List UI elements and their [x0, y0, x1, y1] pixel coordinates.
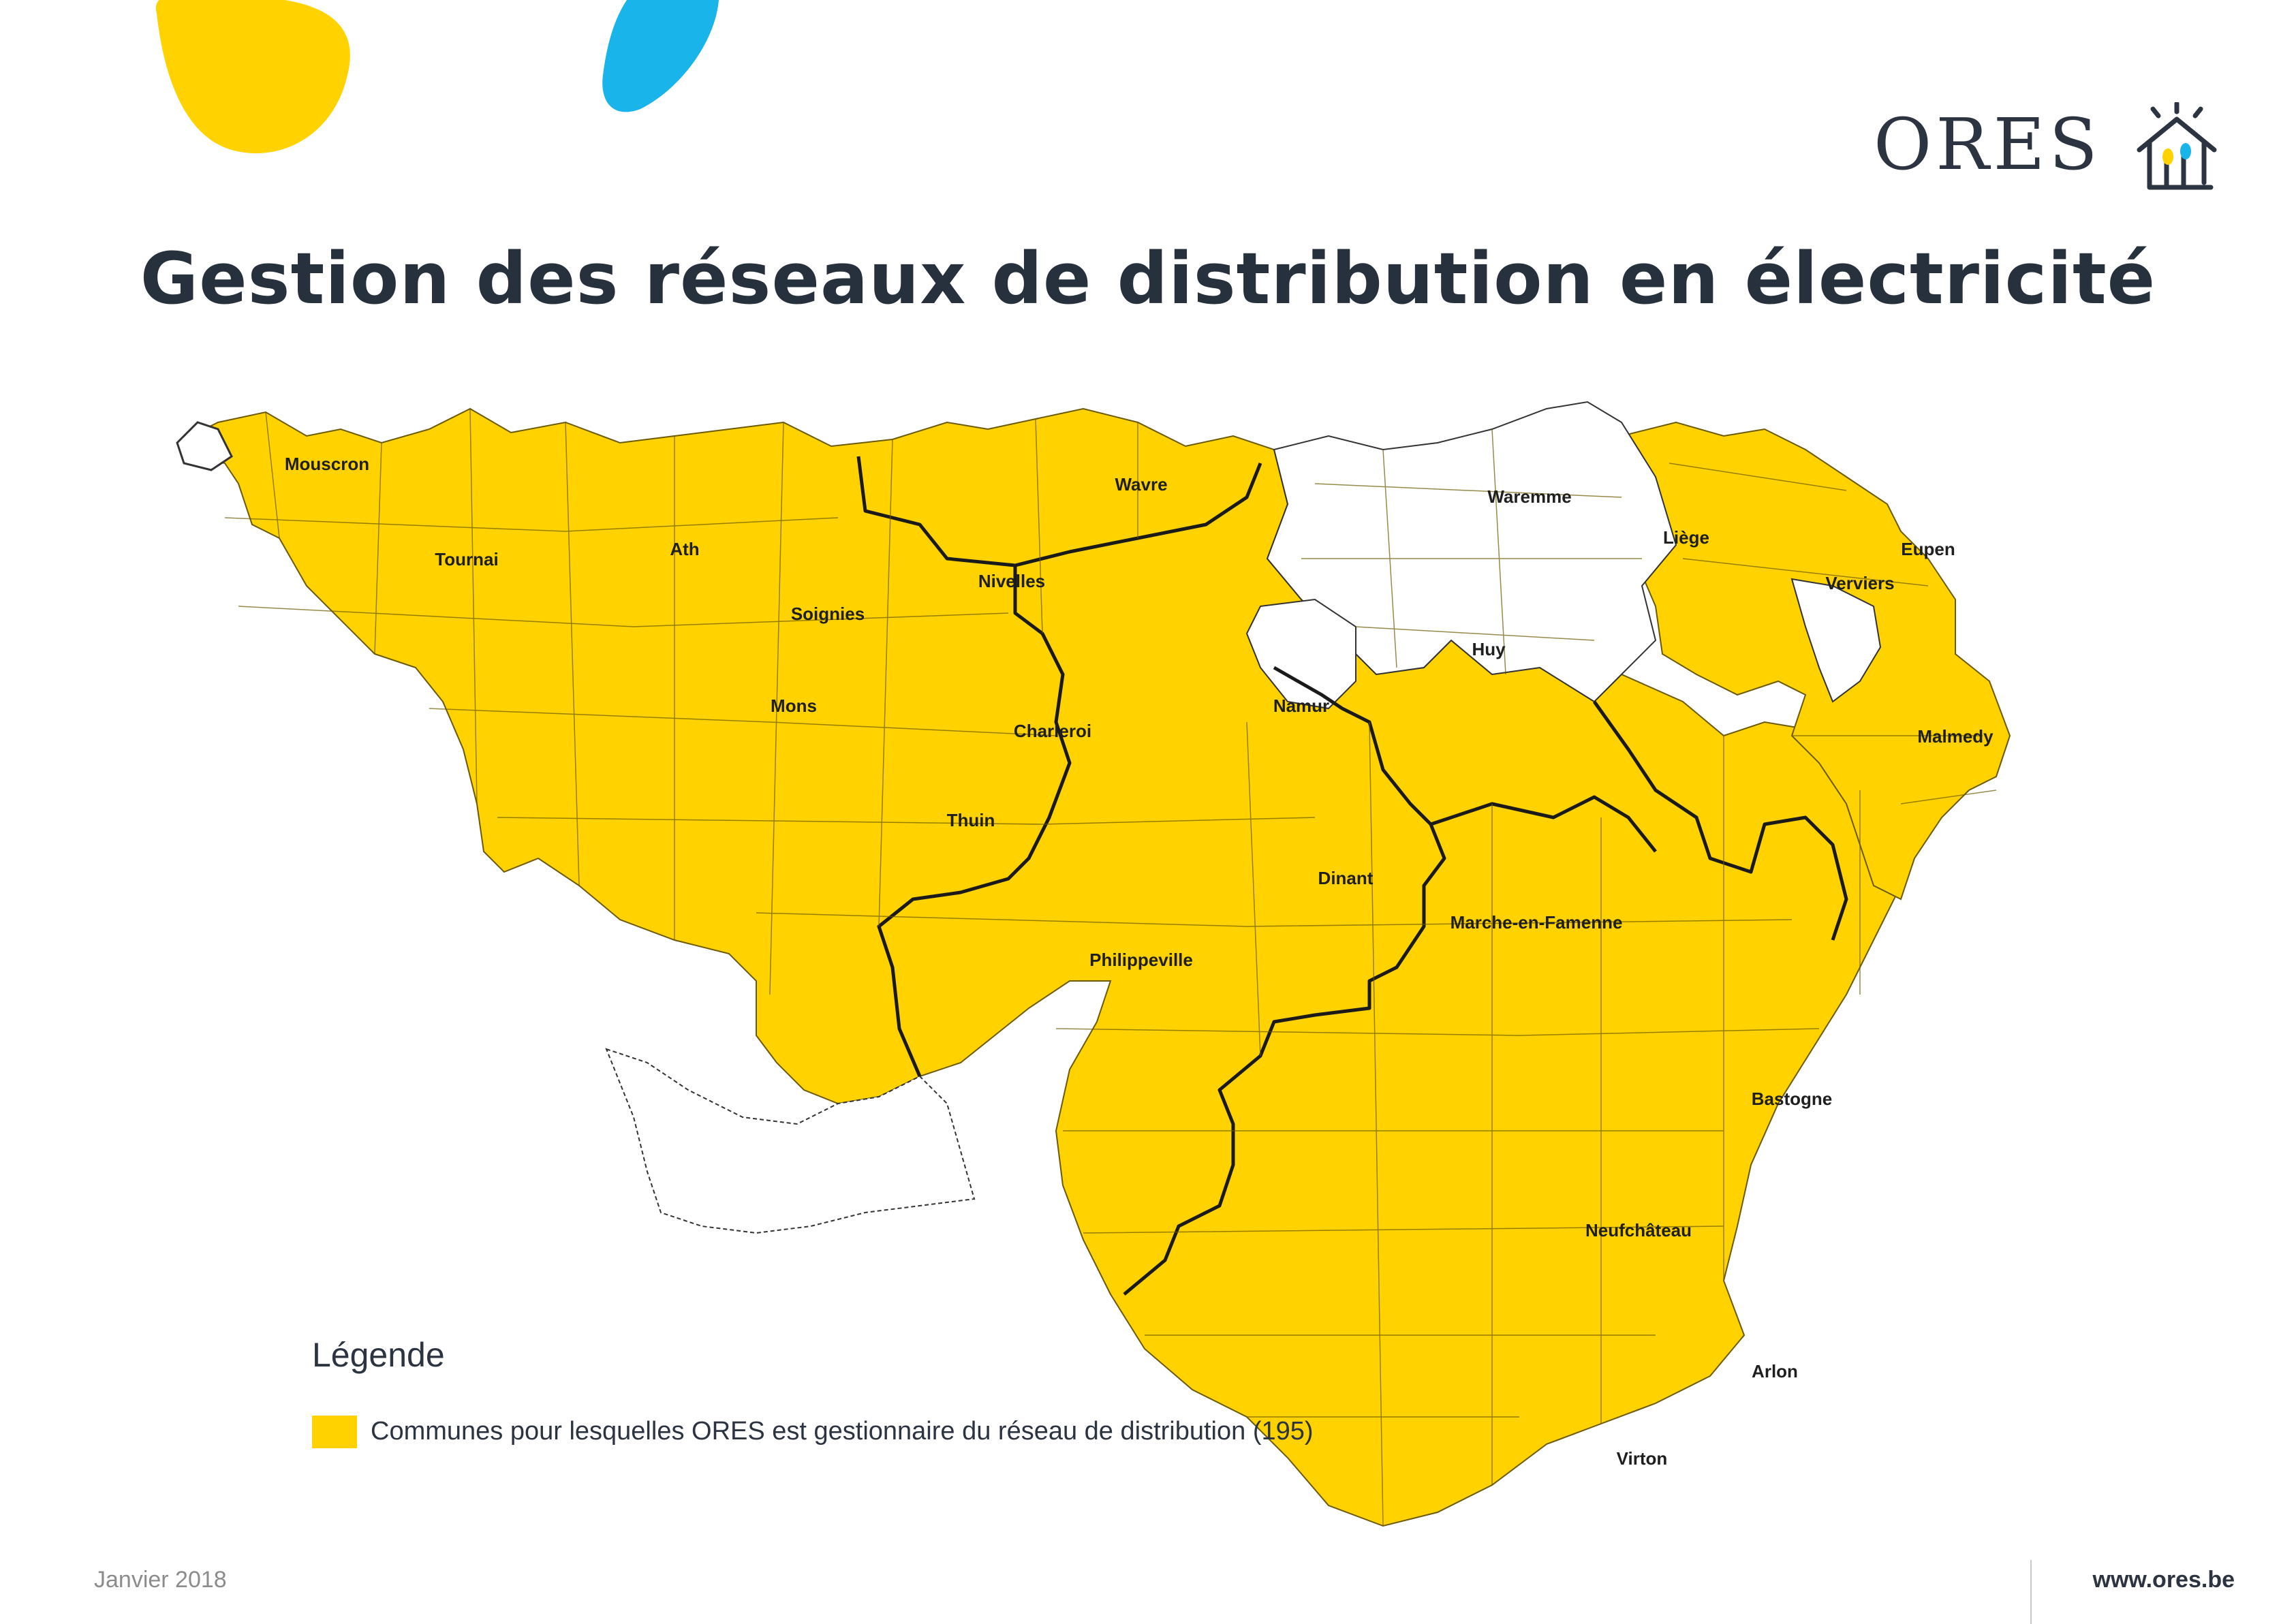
city-label: Virton — [1617, 1448, 1668, 1469]
city-label: Neufchâteau — [1585, 1220, 1692, 1240]
page-title: Gestion des réseaux de distribution en é… — [140, 237, 2156, 320]
ores-logo: ORES — [1874, 102, 2228, 198]
commune-boundaries — [224, 408, 1997, 1527]
city-label: Arlon — [1752, 1361, 1798, 1381]
non-ores-zone-south — [605, 1048, 976, 1234]
city-label: Huy — [1472, 639, 1506, 659]
ores-zone-main — [176, 407, 1902, 1527]
legend-title: Légende — [312, 1336, 445, 1374]
city-label: Ath — [670, 539, 699, 559]
city-label: Tournai — [435, 549, 498, 569]
legend-label: Communes pour lesquelles ORES est gestio… — [371, 1417, 1314, 1446]
non-ores-zone-verviers — [1790, 578, 1882, 703]
province-boundaries — [856, 456, 1848, 1296]
map-canvas: Mouscron Tournai Ath Soignies Mons Nivel… — [176, 401, 2011, 1527]
city-label: Nivelles — [978, 571, 1045, 591]
city-label: Eupen — [1901, 539, 1955, 559]
city-label: Verviers — [1825, 573, 1894, 593]
house-icon — [2137, 102, 2217, 190]
city-label: Dinant — [1318, 868, 1374, 888]
city-label: Malmedy — [1917, 726, 1994, 747]
city-label: Wavre — [1115, 474, 1167, 495]
city-label: Mouscron — [285, 454, 369, 474]
city-label: Charleroi — [1014, 721, 1091, 741]
website-link[interactable]: www.ores.be — [2092, 1567, 2235, 1593]
non-ores-zone-west — [176, 421, 233, 471]
non-ores-zone-huy — [1245, 598, 1356, 710]
city-label: Marche-en-Famenne — [1450, 912, 1623, 933]
city-label: Bastogne — [1752, 1089, 1832, 1109]
blue-blob-decoration — [602, 0, 719, 112]
wallonia-map: Mouscron Tournai Ath Soignies Mons Nivel… — [157, 381, 2167, 1553]
city-label: Namur — [1273, 696, 1329, 716]
logo-text: ORES — [1874, 103, 2102, 186]
city-label: Mons — [771, 696, 817, 716]
ores-zone-east — [1613, 421, 2011, 901]
footer-date: Janvier 2018 — [94, 1567, 227, 1593]
yellow-blob-decoration — [155, 0, 350, 153]
city-label: Thuin — [947, 810, 995, 830]
city-label: Philippeville — [1089, 950, 1193, 970]
city-label: Liège — [1663, 527, 1709, 548]
city-labels: Mouscron Tournai Ath Soignies Mons Nivel… — [285, 454, 1994, 1469]
legend-swatch — [312, 1416, 357, 1448]
footer-divider — [2030, 1560, 2032, 1624]
city-label: Soignies — [791, 604, 865, 624]
city-label: Waremme — [1487, 486, 1571, 507]
